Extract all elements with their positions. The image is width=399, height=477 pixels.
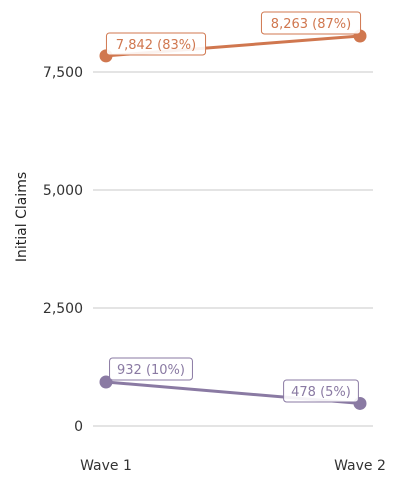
x-tick-label: Wave 1 xyxy=(80,458,132,474)
series-1: 932 (10%) 478 (5%) xyxy=(99,357,367,410)
data-label-box xyxy=(109,357,193,381)
data-label-box xyxy=(260,11,362,35)
data-label: 932 (10%) xyxy=(109,357,193,381)
data-label: 8,263 (87%) xyxy=(260,11,362,35)
x-tick-label: Wave 2 xyxy=(334,458,386,474)
data-label-box xyxy=(105,32,207,56)
data-label-text: 7,842 (83%) xyxy=(116,38,196,53)
y-axis-title: Initial Claims xyxy=(14,172,30,262)
data-label-box xyxy=(283,379,359,403)
data-label: 478 (5%) xyxy=(283,379,359,403)
data-label-text: 932 (10%) xyxy=(117,363,185,378)
y-tick-label: 0 xyxy=(74,419,83,435)
y-tick-label: 5,000 xyxy=(43,183,83,199)
y-tick-label: 2,500 xyxy=(43,301,83,317)
y-tick-label: 7,500 xyxy=(43,65,83,81)
data-label-text: 8,263 (87%) xyxy=(271,17,351,32)
series-0: 7,842 (83%) 8,263 (87%) xyxy=(99,11,367,63)
data-label-text: 478 (5%) xyxy=(291,385,351,400)
data-point[interactable] xyxy=(99,375,113,389)
data-label: 7,842 (83%) xyxy=(105,32,207,56)
